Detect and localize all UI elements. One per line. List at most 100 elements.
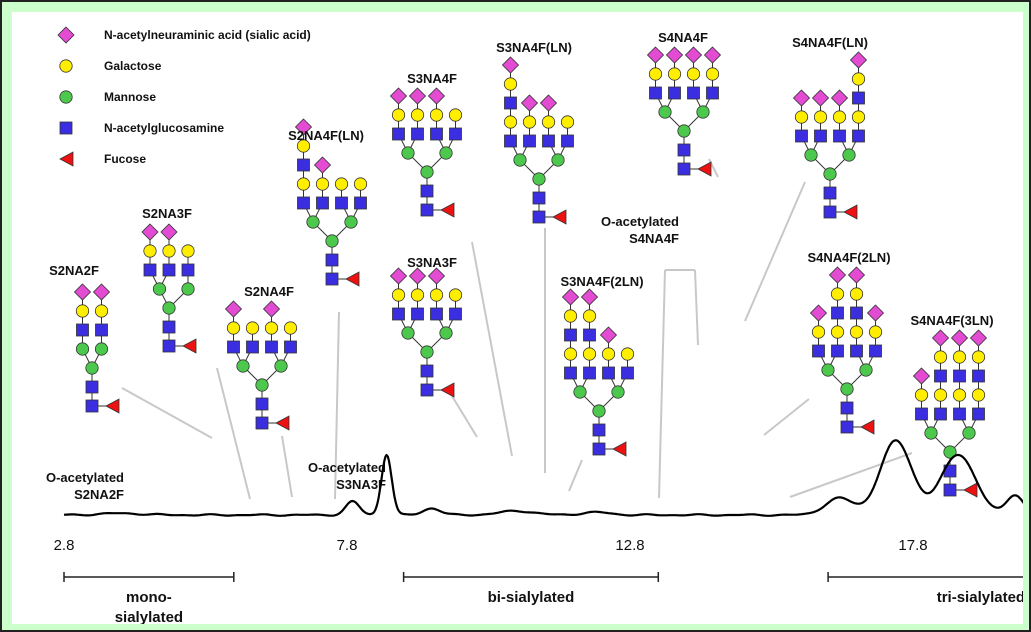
sialic-acid-symbol bbox=[408, 87, 427, 105]
sialic-acid-symbol bbox=[866, 304, 885, 322]
glcnac-symbol bbox=[392, 127, 405, 141]
mannose-symbol bbox=[306, 215, 320, 229]
mannose-symbol bbox=[962, 426, 976, 440]
sialic-acid-symbol bbox=[141, 223, 159, 241]
galactose-symbol bbox=[849, 287, 864, 301]
glcnac-symbol bbox=[181, 263, 195, 277]
glycan-label: S2NA4F bbox=[244, 284, 294, 299]
glcnac-symbol bbox=[420, 184, 434, 198]
galactose-symbol bbox=[794, 110, 809, 124]
galactose-symbol bbox=[933, 350, 948, 364]
galactose-symbol bbox=[582, 347, 597, 361]
mannose-symbol bbox=[401, 146, 415, 160]
x-tick-label: 7.8 bbox=[337, 537, 358, 554]
galactose-symbol bbox=[59, 59, 73, 73]
annotation-label: S2NA2F bbox=[74, 487, 124, 502]
glcnac-symbol bbox=[840, 420, 854, 434]
sialic-acid-symbol bbox=[703, 46, 722, 64]
glcnac-symbol bbox=[430, 127, 443, 141]
annotation-label: O-acetylated bbox=[308, 460, 386, 475]
mannose-symbol bbox=[592, 404, 606, 418]
sialic-acid-symbol bbox=[684, 46, 703, 64]
glcnac-symbol bbox=[162, 339, 176, 353]
glycan-chromatogram-chart: N-acetylneuraminic acid (sialic acid) Gal… bbox=[46, 26, 1023, 624]
glcnac-symbol bbox=[430, 307, 443, 321]
glcnac-symbol bbox=[953, 369, 966, 383]
annotation-label: O-acetylated bbox=[46, 470, 124, 485]
galactose-symbol bbox=[851, 72, 866, 86]
glycan-structure bbox=[792, 51, 868, 220]
galactose-symbol bbox=[162, 244, 176, 258]
glcnac-symbol bbox=[934, 407, 947, 421]
fucose-symbol bbox=[275, 415, 290, 431]
glcnac-symbol bbox=[411, 307, 424, 321]
glycan-label: S2NA3F bbox=[142, 206, 192, 221]
glcnac-symbol bbox=[840, 401, 854, 415]
legend-item: N-acetylglucosamine bbox=[59, 121, 224, 135]
glcnac-symbol bbox=[687, 86, 700, 100]
legend-item: Fucose bbox=[59, 151, 146, 167]
leader-line bbox=[744, 181, 806, 322]
glcnac-symbol bbox=[795, 129, 808, 143]
galactose-symbol bbox=[429, 288, 444, 302]
glycan-labels: S2NA2F S2NA3F S2NA4F S2NA4F(LN) S3NA3F S3NA4F… bbox=[49, 30, 993, 328]
galactose-symbol bbox=[264, 321, 279, 335]
mannose-symbol bbox=[325, 234, 339, 248]
galactose-symbol bbox=[448, 288, 463, 302]
glcnac-symbol bbox=[602, 366, 615, 380]
galactose-symbol bbox=[143, 244, 157, 258]
galactose-symbol bbox=[686, 67, 701, 81]
galactose-symbol bbox=[933, 388, 948, 402]
sialic-acid-symbol bbox=[830, 89, 849, 107]
glcnac-symbol bbox=[504, 96, 517, 110]
fucose-symbol bbox=[843, 204, 858, 220]
legend-item: Mannose bbox=[59, 90, 156, 104]
sialic-acid-symbol bbox=[313, 156, 332, 174]
glcnac-symbol bbox=[420, 203, 434, 217]
mannose-symbol bbox=[401, 326, 415, 340]
glcnac-symbol bbox=[335, 196, 348, 210]
sialic-acid-symbol bbox=[224, 300, 243, 318]
mannose-symbol bbox=[804, 148, 818, 162]
glycan-label: S4NA4F(3LN) bbox=[910, 313, 993, 328]
sialic-acid-symbol bbox=[811, 89, 830, 107]
mannose-symbol bbox=[943, 445, 957, 459]
galactose-symbol bbox=[94, 304, 109, 318]
glcnac-symbol bbox=[831, 344, 844, 358]
legend-label: Mannose bbox=[104, 90, 156, 104]
glycan-structure bbox=[501, 56, 575, 225]
glcnac-symbol bbox=[943, 483, 957, 497]
fucose-symbol bbox=[182, 338, 197, 354]
galactose-symbol bbox=[563, 347, 578, 361]
glcnac-symbol bbox=[95, 323, 108, 337]
leader-line bbox=[281, 435, 293, 498]
leader-line bbox=[471, 241, 513, 457]
galactose-symbol bbox=[601, 347, 616, 361]
fucose-symbol bbox=[860, 419, 875, 435]
mannose-symbol bbox=[924, 426, 938, 440]
mannose-symbol bbox=[236, 359, 250, 373]
galactose-symbol bbox=[563, 309, 578, 323]
figure-panel: N-acetylneuraminic acid (sialic acid) Gal… bbox=[12, 12, 1023, 624]
annotation-label: S3NA3F bbox=[336, 477, 386, 492]
fucose-symbol bbox=[963, 482, 978, 498]
galactose-symbol bbox=[283, 321, 298, 335]
galactose-symbol bbox=[952, 388, 967, 402]
sialic-acid-symbol bbox=[262, 300, 281, 318]
glycan-structure bbox=[809, 266, 885, 435]
sialic-acid-symbol bbox=[847, 266, 866, 284]
mannose-symbol bbox=[573, 385, 587, 399]
glycan-structure bbox=[561, 288, 635, 457]
galactose-symbol bbox=[226, 321, 241, 335]
mannose-symbol bbox=[181, 282, 195, 296]
mannose-symbol bbox=[513, 153, 527, 167]
mannose-symbol bbox=[859, 363, 873, 377]
fucose-symbol bbox=[345, 271, 360, 287]
glycan-label: S3NA3F bbox=[407, 255, 457, 270]
mannose-symbol bbox=[94, 342, 109, 356]
mannose-symbol bbox=[59, 90, 73, 104]
glcnac-symbol bbox=[354, 196, 367, 210]
leader-line bbox=[694, 269, 699, 346]
leader-line bbox=[658, 269, 666, 499]
